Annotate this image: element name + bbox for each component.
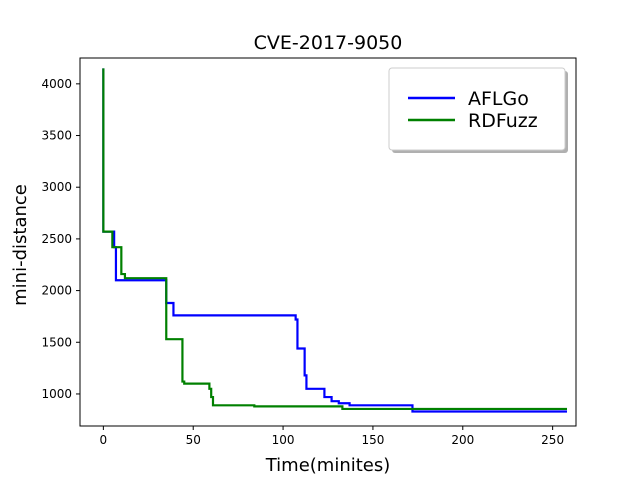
plot-frame — [79, 57, 577, 427]
legend-label-aflgo: AFLGo — [468, 88, 529, 110]
y-axis-label: mini-distance — [10, 184, 31, 306]
x-tick-label: 100 — [272, 433, 295, 447]
series-line-aflgo — [102, 68, 568, 413]
x-tick-label: 150 — [361, 433, 384, 447]
y-tick-label: 3000 — [41, 180, 72, 194]
series-layer — [102, 68, 568, 413]
y-tick-label: 1500 — [41, 335, 72, 349]
y-tick-label: 1000 — [41, 387, 72, 401]
legend-box — [388, 67, 566, 151]
x-tick-label: 250 — [541, 433, 564, 447]
y-tick-label: 4000 — [41, 77, 72, 91]
y-tick-label: 2500 — [41, 232, 72, 246]
legend-label-rdfuzz: RDFuzz — [468, 110, 538, 132]
x-tick-label: 50 — [186, 433, 201, 447]
y-tick-label: 3500 — [41, 129, 72, 143]
series-line-rdfuzz — [102, 68, 568, 411]
y-axis: 1000 1500 2000 2500 3000 3500 4000 — [41, 77, 80, 401]
y-tick-label: 2000 — [41, 284, 72, 298]
x-tick-label: 0 — [100, 433, 108, 447]
x-axis-label: Time(minites) — [265, 455, 391, 476]
chart-title: CVE-2017-9050 — [254, 32, 403, 54]
x-tick-label: 200 — [451, 433, 474, 447]
x-axis: 0 50 100 150 200 250 — [100, 426, 564, 447]
